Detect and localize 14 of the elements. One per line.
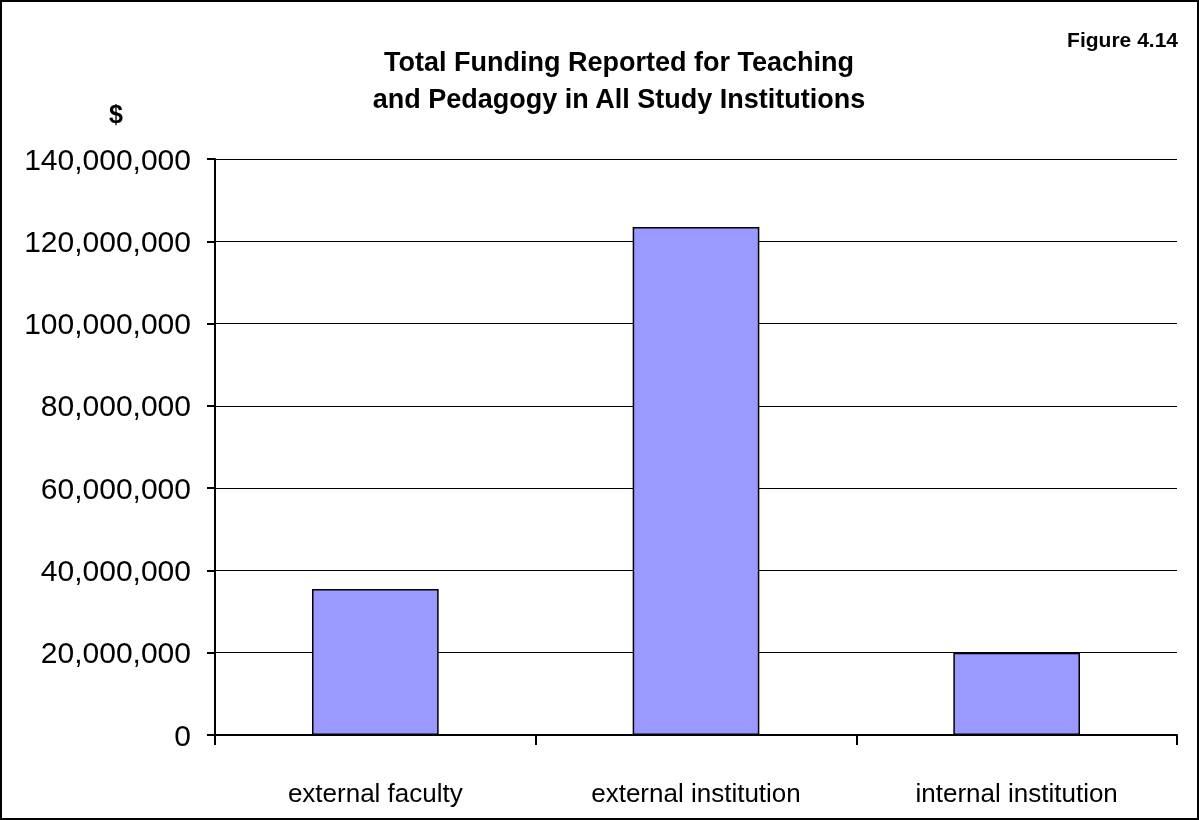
x-tick-label: external faculty [287,778,463,808]
y-tick-label: 120,000,000 [24,224,191,258]
y-tick-label: 100,000,000 [24,307,191,341]
y-axis-title: $ [109,99,123,128]
y-tick-label: 40,000,000 [40,553,191,587]
y-tick-label: 20,000,000 [40,636,191,670]
caption: Figure 4.14 [1067,28,1179,51]
y-tick-label: 60,000,000 [40,471,191,505]
y-tick-label: 140,000,000 [24,142,191,176]
x-tick-label: internal institution [915,778,1118,808]
x-tick-label: external institution [591,778,801,808]
chart-title: Total Funding Reported for Teaching and Pedagogy in All Study Institutions [372,46,866,114]
y-tick-label: 0 [174,718,191,752]
y-tick-label: 80,000,000 [40,389,191,423]
